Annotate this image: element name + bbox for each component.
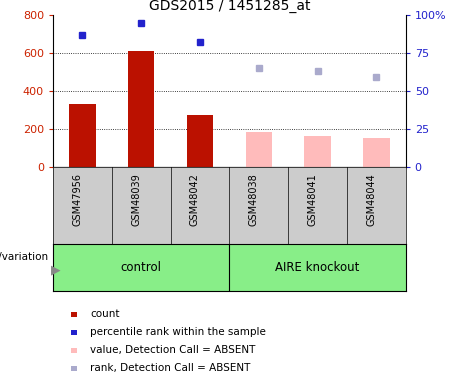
- Text: rank, Detection Call = ABSENT: rank, Detection Call = ABSENT: [90, 363, 250, 374]
- Bar: [128, 51, 154, 167]
- Text: GSM48044: GSM48044: [366, 173, 376, 226]
- Text: GSM48039: GSM48039: [131, 173, 141, 226]
- Text: ▶: ▶: [51, 263, 60, 276]
- Title: GDS2015 / 1451285_at: GDS2015 / 1451285_at: [148, 0, 310, 13]
- Text: percentile rank within the sample: percentile rank within the sample: [90, 327, 266, 338]
- Text: control: control: [121, 261, 162, 274]
- Text: GSM47956: GSM47956: [72, 173, 83, 226]
- Text: GSM48038: GSM48038: [249, 173, 259, 226]
- Bar: [187, 115, 213, 167]
- Text: GSM48042: GSM48042: [190, 173, 200, 226]
- Bar: [69, 104, 95, 167]
- Text: count: count: [90, 309, 119, 320]
- Text: value, Detection Call = ABSENT: value, Detection Call = ABSENT: [90, 345, 255, 355]
- Text: GSM48041: GSM48041: [307, 173, 318, 226]
- Bar: [363, 138, 390, 167]
- Bar: [304, 135, 331, 167]
- Bar: [246, 132, 272, 167]
- Text: AIRE knockout: AIRE knockout: [275, 261, 360, 274]
- Text: genotype/variation: genotype/variation: [0, 252, 48, 262]
